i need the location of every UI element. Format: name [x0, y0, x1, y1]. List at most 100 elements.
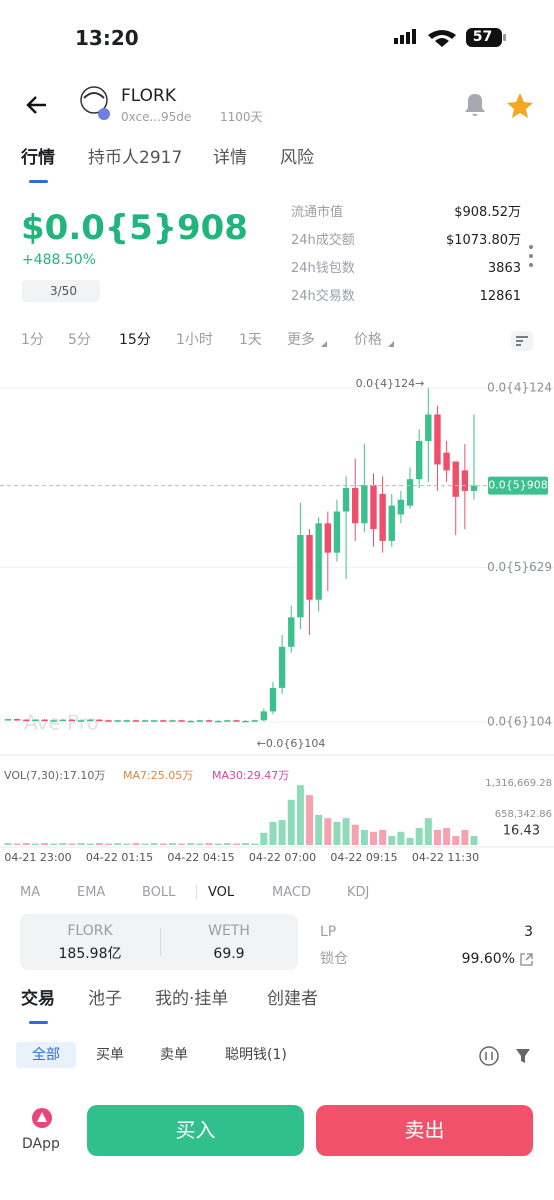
indicator[interactable]: MACD: [272, 885, 311, 900]
volume-bar: [369, 831, 377, 845]
x-tick-label: 04-21 23:00: [4, 851, 71, 864]
buy-button[interactable]: [87, 1105, 304, 1156]
candle-body: [224, 720, 231, 722]
vol-legend: VOL(7,30):17.10万: [4, 769, 105, 782]
status-icons: [394, 28, 506, 47]
filter-icons[interactable]: [478, 1044, 534, 1068]
volume-bar: [77, 843, 85, 845]
high-annotation: 0.0{4}124→: [356, 377, 425, 390]
buy-label[interactable]: 买入: [175, 1118, 216, 1142]
tab[interactable]: 详情: [213, 148, 247, 168]
candle-body: [150, 720, 158, 722]
trade-tab[interactable]: 我的·挂单: [155, 989, 229, 1009]
candle-body: [452, 461, 459, 497]
tab-underline: [29, 1021, 48, 1024]
header-actions[interactable]: [460, 90, 535, 120]
interval[interactable]: 1分: [21, 332, 44, 348]
interval-more[interactable]: 更多: [287, 332, 315, 348]
volume-bar: [31, 843, 39, 845]
interval[interactable]: 1小时: [176, 332, 213, 348]
interval[interactable]: 5分: [68, 332, 91, 348]
candle-body: [132, 720, 140, 722]
x-tick-label: 04-22 04:15: [167, 851, 234, 864]
candle-body: [251, 720, 258, 722]
volume-bar: [269, 821, 277, 845]
candle-body: [214, 720, 222, 723]
indicator-active[interactable]: VOL: [208, 885, 235, 900]
y-tick-label: 0.0{5}629: [487, 560, 552, 574]
interval[interactable]: 1天: [239, 332, 262, 348]
lp-value: 3: [524, 924, 533, 940]
volume-bar: [178, 843, 186, 845]
tab[interactable]: 持币人2917: [88, 148, 183, 168]
candle-body: [77, 720, 85, 722]
volume-bar: [333, 821, 341, 845]
dapp-label[interactable]: DApp: [22, 1136, 60, 1152]
back-button[interactable]: [24, 92, 54, 118]
tab[interactable]: 风险: [280, 148, 314, 168]
indicator[interactable]: BOLL: [142, 885, 176, 900]
candle-body: [352, 487, 359, 524]
candle-body: [306, 535, 313, 600]
filter[interactable]: 卖单: [160, 1047, 188, 1063]
filter[interactable]: 买单: [96, 1047, 124, 1063]
dapp-icon[interactable]: [31, 1107, 53, 1129]
stat-value: 12861: [479, 289, 521, 304]
trade-tab-active[interactable]: 交易: [21, 989, 55, 1009]
volume-bar: [287, 799, 295, 845]
lp-label: LP: [320, 924, 337, 940]
candle-body: [388, 505, 395, 541]
x-tick-label: 04-22 09:15: [330, 851, 397, 864]
rank-pill[interactable]: [22, 280, 100, 302]
candle-body: [260, 711, 268, 721]
price-mode[interactable]: 价格: [354, 332, 382, 348]
stat-value: $908.52万: [454, 205, 521, 220]
ma7-legend: MA7:25.05万: [123, 769, 193, 782]
candle-body: [59, 719, 67, 722]
x-tick-label: 04-22 07:00: [249, 851, 316, 864]
tab[interactable]: 行情: [21, 148, 55, 168]
filter-active[interactable]: 全部: [32, 1047, 60, 1063]
candle-body: [196, 720, 204, 722]
tab-underline: [29, 180, 48, 183]
indicator[interactable]: KDJ: [347, 885, 370, 900]
trade-tab[interactable]: 创建者: [267, 989, 318, 1009]
candle-body: [443, 452, 450, 471]
y-tick-label: 658,342.86: [495, 809, 552, 820]
indicator[interactable]: MA: [20, 885, 41, 900]
candle-body: [242, 720, 249, 723]
external-link[interactable]: [519, 952, 534, 967]
candle-body: [187, 720, 194, 723]
volume-bar: [242, 843, 250, 845]
token-age: 1100天: [220, 110, 263, 124]
sell-button[interactable]: [316, 1105, 533, 1156]
volume-bar: [50, 843, 58, 845]
interval-active[interactable]: 15分: [119, 332, 151, 348]
candle-body: [13, 719, 21, 721]
volume-bar: [187, 843, 195, 845]
separator: [160, 928, 161, 956]
volume-bar: [141, 843, 149, 845]
pool-token: FLORK: [67, 923, 113, 939]
volume-bar: [424, 818, 432, 845]
volume-bar: [315, 814, 323, 845]
candle-body: [87, 719, 94, 722]
sell-label[interactable]: 卖出: [404, 1118, 445, 1142]
filter[interactable]: 聪明钱(1): [225, 1047, 287, 1063]
volume-bar: [306, 795, 314, 845]
stat-label: 24h钱包数: [291, 261, 355, 276]
token-address[interactable]: 0xce...95de: [121, 110, 192, 124]
x-tick-label: 04-22 01:15: [86, 851, 153, 864]
current-price-label: 0.0{5}908: [488, 479, 548, 492]
volume-bar: [41, 843, 49, 845]
volume-bar: [397, 831, 405, 845]
volume-bar: [470, 836, 478, 845]
trade-tab[interactable]: 池子: [88, 989, 122, 1009]
chart-settings[interactable]: [510, 330, 534, 352]
volume-bar: [223, 843, 231, 845]
candle-body: [23, 719, 30, 722]
indicator[interactable]: EMA: [77, 885, 106, 900]
stat-label: 流通市值: [291, 205, 344, 220]
volume-bar: [351, 824, 359, 845]
more-button[interactable]: [528, 244, 534, 268]
